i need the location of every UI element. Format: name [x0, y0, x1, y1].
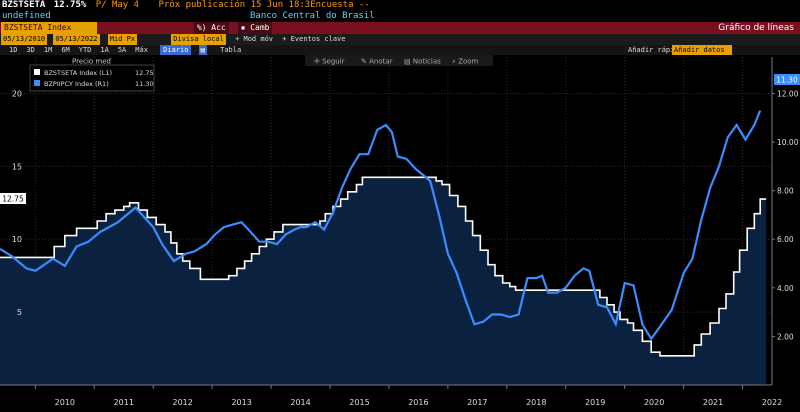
period-ytd[interactable]: YTD — [78, 46, 92, 54]
left-last-value-bg — [0, 193, 26, 204]
actions-dropdown[interactable]: %) Acc — [193, 22, 229, 34]
right-tick-label: 10.00 — [777, 138, 799, 147]
x-tick-label: 2013 — [231, 398, 251, 407]
moving-avg-toggle[interactable]: + Mod móv — [235, 35, 273, 43]
left-last-value-tag: 12.75 — [0, 193, 26, 204]
legend-value-selic: 12.75 — [135, 69, 154, 77]
legend: Precio med BZSTSETA Index (L1) 12.75 BZP… — [29, 58, 155, 92]
x-tick-label: 2010 — [55, 398, 75, 407]
period-5a[interactable]: 5A — [117, 46, 127, 54]
legend-value-ipca: 11.30 — [135, 80, 154, 88]
right-tick-label: 12.00 — [777, 89, 799, 98]
legend-swatch-selic — [34, 69, 40, 75]
chart-toolbar-bg — [305, 55, 493, 66]
zoom-tool[interactable]: ⌕ Zoom — [452, 58, 479, 66]
quote-header: BZSTSETA 12.75% P/ May 4 Próx publicació… — [0, 0, 800, 11]
survey: Encuesta -- — [310, 0, 370, 10]
moving-avg-label: Mod móv — [243, 35, 274, 43]
period-6m[interactable]: 6M — [61, 46, 70, 54]
ipca-line — [0, 110, 762, 341]
undefined-label: undefined — [2, 11, 51, 21]
plus-icon: + — [235, 35, 244, 43]
legend-swatch-ipca — [34, 80, 40, 86]
exchange-icon: ▪ — [240, 23, 251, 32]
x-tick-label: 2019 — [585, 398, 605, 407]
chart-type-label[interactable]: Gráfico de líneas — [718, 23, 794, 33]
x-tick-label: 2011 — [114, 398, 134, 407]
quick-add-button[interactable]: Añadir rápido — [628, 46, 683, 54]
left-last-value: 12.75 — [2, 195, 24, 204]
left-tick-label: 15 — [12, 162, 22, 171]
period-3d[interactable]: 3D — [26, 46, 35, 54]
legend-label-ipca: BZPIIPCY Index (R1) — [44, 80, 109, 88]
ticker[interactable]: BZSTSETA — [2, 0, 46, 10]
left-tick-label: 20 — [12, 89, 22, 98]
x-tick-label: 2020 — [644, 398, 664, 407]
exchange-label: Camb — [250, 23, 270, 32]
index-input[interactable]: BZSTSETA Index — [1, 22, 97, 34]
add-data-input[interactable]: Añadir datos — [672, 45, 732, 55]
price-field-select[interactable]: Mid Px — [107, 34, 138, 45]
frequency-select[interactable]: Diario — [160, 45, 192, 55]
key-events-toggle[interactable]: + Eventos clave — [282, 35, 345, 43]
x-tick-label: 2014 — [290, 398, 310, 407]
chart-area[interactable]: 2010 2011 2012 2013 2014 2015 2016 2017 2018 2019… — [0, 55, 800, 412]
legend-label-selic: BZSTSETA Index (L1) — [44, 69, 112, 77]
period-max[interactable]: Máx — [135, 46, 148, 54]
left-tick-label: 5 — [17, 308, 22, 317]
right-tick-label: 6.00 — [777, 235, 794, 244]
right-tick-label: 8.00 — [777, 187, 794, 196]
x-tick-label: 2021 — [703, 398, 723, 407]
right-tick-label: 4.00 — [777, 284, 794, 293]
source-name: Banco Central do Brasil — [250, 11, 375, 21]
right-last-value: 11.30 — [776, 76, 798, 85]
chart-toolbar: ✛ Seguir ✎ Anotar ▤ Noticias ⌕ Zoom — [305, 55, 493, 66]
right-last-value-bg — [774, 74, 800, 85]
annotate-tool[interactable]: ✎ Anotar — [361, 58, 393, 66]
start-date-input[interactable]: 05/13/2010 — [1, 34, 48, 45]
left-axis-ticks: 5 10 15 20 — [12, 89, 22, 317]
right-axis-ticks: 2.00 4.00 6.00 8.00 10.00 12.00 — [772, 89, 799, 341]
right-last-value-tag: 11.30 — [774, 74, 800, 85]
settings-bar: 05/13/2010 05/13/2022 Mid Px Divisa loca… — [0, 34, 800, 45]
publication-date: P/ May 4 — [95, 0, 140, 10]
news-tool[interactable]: ▤ Noticias — [404, 58, 441, 66]
next-publication: Próx publicación 15 Jun 18:3 — [158, 0, 311, 10]
currency-select[interactable]: Divisa local — [171, 34, 226, 45]
x-tick-label: 2016 — [408, 398, 428, 407]
x-tick-label: 2022 — [762, 398, 782, 407]
selic-area-fill — [0, 177, 767, 385]
legend-title: Precio med — [72, 58, 111, 66]
legend-box — [29, 64, 155, 92]
exchange-dropdown[interactable]: ▪ Camb — [237, 22, 273, 34]
period-bar: 1D 3D 1M 6M YTD 1A 5A Máx Diario ▤ Tabla Añadir… — [0, 45, 800, 55]
period-1a[interactable]: 1A — [100, 46, 109, 54]
right-tick-label: 2.00 — [777, 332, 794, 341]
x-tick-label: 2015 — [349, 398, 369, 407]
period-1m[interactable]: 1M — [43, 46, 53, 54]
period-1d[interactable]: 1D — [9, 46, 18, 54]
table-view-button[interactable]: Tabla — [220, 46, 242, 54]
end-date-input[interactable]: 05/13/2022 — [53, 34, 100, 45]
x-axis-ticks: 2010 2011 2012 2013 2014 2015 2016 2017 2018 2019… — [34, 385, 782, 407]
key-events-label: Eventos clave — [290, 35, 346, 43]
command-bar: BZSTSETA Index %) Acc ▪ Camb Gráfico de … — [0, 22, 800, 34]
x-tick-label: 2012 — [173, 398, 193, 407]
left-tick-label: 10 — [12, 235, 22, 244]
selic-step-line — [0, 176, 767, 357]
follow-tool[interactable]: ✛ Seguir — [314, 58, 345, 66]
x-tick-label: 2018 — [526, 398, 546, 407]
chart-view-button[interactable]: ▤ — [198, 45, 207, 55]
last-value: 12.75% — [53, 0, 87, 10]
x-tick-label: 2017 — [467, 398, 487, 407]
plus-icon: + — [282, 35, 291, 43]
source-row: undefined Banco Central do Brasil — [0, 11, 800, 22]
